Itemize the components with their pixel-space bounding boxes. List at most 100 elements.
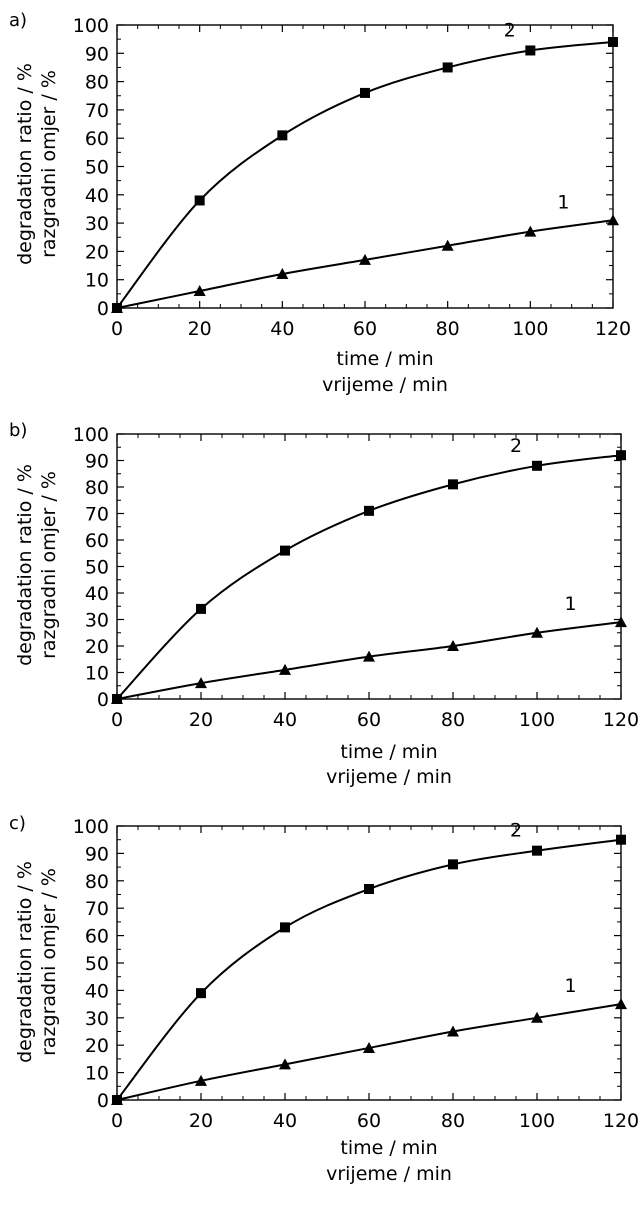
y-axis: 0 10 20 30 40 50 60 70 80 90 100: [73, 424, 621, 711]
series-label: 1: [557, 191, 569, 213]
x-tick-label: 100: [519, 709, 555, 731]
x-tick-label: 60: [353, 318, 377, 340]
data-point-triangle: [195, 677, 207, 689]
x-tick-label: 40: [270, 318, 294, 340]
data-point-square: [525, 45, 536, 56]
y-tick-label: 30: [85, 213, 109, 235]
series-line: [116, 40, 614, 309]
y-tick-label: 60: [85, 926, 109, 948]
data-point-triangle: [607, 214, 619, 226]
data-point-triangle: [531, 1011, 543, 1023]
y-tick-label: 90: [85, 43, 109, 65]
x-axis: 0 20 40 60 80 100 120: [111, 25, 631, 340]
y-tick-label: 20: [85, 1035, 109, 1057]
y-tick-label: 100: [73, 15, 109, 37]
x-axis-title: time / min: [336, 348, 433, 370]
y-tick-label: 10: [85, 270, 109, 292]
data-point-square: [112, 303, 122, 313]
y-tick-label: 10: [85, 663, 109, 685]
series-label: 2: [510, 435, 522, 457]
data-point-triangle: [193, 285, 206, 297]
series-1: 1: [111, 191, 619, 313]
data-point-square: [112, 694, 122, 704]
series-label: 1: [565, 593, 577, 615]
data-point-triangle: [524, 225, 537, 237]
series-line: [116, 454, 622, 700]
series-2: 2: [112, 19, 618, 313]
data-point-square: [364, 505, 374, 516]
y-axis-title: degradation ratio / %: [14, 464, 36, 666]
y-tick-label: 30: [85, 610, 109, 632]
data-point-square: [532, 460, 542, 471]
x-tick-label: 40: [273, 1110, 297, 1132]
x-tick-label: 120: [603, 1110, 639, 1132]
y-tick-label: 100: [73, 816, 109, 838]
y-tick-label: 90: [85, 451, 109, 473]
x-axis-title-hr: vrijeme / min: [326, 766, 452, 788]
x-tick-label: 0: [111, 1110, 123, 1132]
x-axis-title-hr: vrijeme / min: [322, 374, 448, 396]
x-tick-label: 120: [603, 709, 639, 731]
y-tick-label: 40: [85, 980, 109, 1002]
data-point-triangle: [363, 1041, 375, 1053]
x-tick-label: 40: [273, 709, 297, 731]
x-axis: 0 20 40 60 80 100 120: [111, 434, 639, 731]
data-point-square: [616, 450, 626, 461]
y-tick-label: 0: [97, 298, 109, 320]
series-2: 2: [112, 820, 626, 1105]
y-tick-label: 50: [85, 953, 109, 975]
data-point-triangle: [279, 1058, 291, 1070]
y-tick-label: 80: [85, 477, 109, 499]
plot-frame: [116, 825, 622, 1101]
y-tick-label: 50: [85, 557, 109, 579]
y-axis-title-hr: razgradni omjer / %: [38, 70, 60, 258]
data-point-triangle: [359, 253, 371, 265]
y-tick-label: 90: [85, 843, 109, 865]
y-tick-label: 30: [85, 1008, 109, 1030]
x-tick-label: 20: [189, 709, 213, 731]
data-point-square: [442, 62, 453, 73]
data-point-square: [196, 988, 206, 999]
data-point-triangle: [195, 1074, 207, 1086]
panel-label: c): [9, 813, 26, 834]
data-point-square: [360, 87, 370, 98]
x-tick-label: 60: [357, 709, 381, 731]
data-point-square: [277, 130, 288, 141]
data-point-square: [280, 545, 290, 556]
chart-panel-2: b) 0 10 20 30 40 50 60 70 80 90 100 0 20 40 60 80 100 120 t…: [9, 420, 639, 788]
plot-frame: [116, 24, 614, 309]
x-axis: 0 20 40 60 80 100 120: [111, 826, 639, 1132]
y-tick-label: 100: [73, 424, 109, 446]
y-tick-label: 20: [85, 636, 109, 658]
x-tick-label: 0: [111, 318, 123, 340]
x-axis-title: time / min: [340, 741, 437, 763]
y-tick-label: 50: [85, 157, 109, 179]
y-tick-label: 20: [85, 241, 109, 263]
y-tick-label: 70: [85, 898, 109, 920]
y-tick-label: 80: [85, 72, 109, 94]
data-point-square: [280, 922, 290, 933]
x-axis-title: time / min: [340, 1137, 437, 1159]
data-point-triangle: [531, 626, 543, 638]
y-tick-label: 40: [85, 583, 109, 605]
x-tick-label: 100: [512, 318, 548, 340]
data-point-triangle: [276, 268, 289, 280]
data-point-square: [608, 36, 618, 47]
data-point-triangle: [615, 998, 627, 1010]
data-point-triangle: [279, 663, 291, 675]
data-point-square: [364, 884, 374, 895]
data-point-square: [194, 195, 205, 206]
x-tick-label: 80: [441, 709, 465, 731]
y-axis-title: degradation ratio / %: [14, 63, 36, 265]
series-label: 2: [510, 820, 522, 842]
y-axis: 0 10 20 30 40 50 60 70 80 90 100: [73, 15, 613, 320]
y-tick-label: 60: [85, 530, 109, 552]
x-tick-label: 20: [189, 1110, 213, 1132]
x-tick-label: 120: [595, 318, 631, 340]
series-1: 1: [111, 975, 627, 1105]
y-tick-label: 10: [85, 1063, 109, 1085]
data-point-square: [448, 479, 458, 490]
data-point-square: [616, 834, 626, 845]
chart-panel-3: c) 0 10 20 30 40 50 60 70 80 90 100 0 20 40 60 80 100 120 t…: [9, 813, 639, 1185]
